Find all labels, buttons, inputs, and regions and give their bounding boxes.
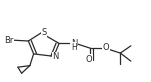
Text: N: N — [52, 52, 59, 61]
Text: S: S — [42, 28, 47, 37]
Text: Br: Br — [4, 36, 14, 45]
Text: H: H — [71, 43, 77, 52]
Text: O: O — [86, 55, 92, 64]
Text: N: N — [71, 39, 77, 47]
Text: O: O — [103, 43, 109, 52]
